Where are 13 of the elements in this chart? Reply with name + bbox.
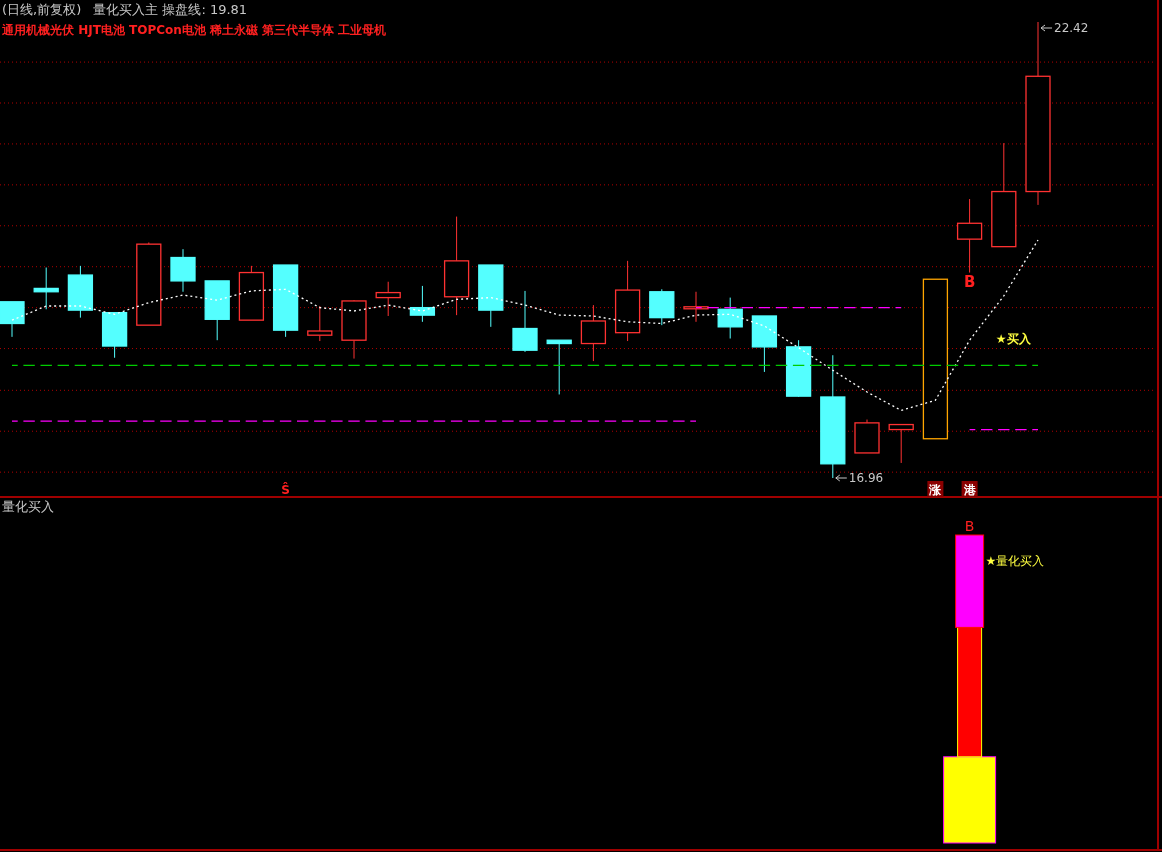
text: 港 bbox=[962, 483, 977, 497]
annotation: ★买入 bbox=[995, 332, 1032, 346]
annotation: 16.96 bbox=[848, 471, 884, 485]
text: 涨 bbox=[928, 483, 943, 497]
chart-title: (日线,前复权) bbox=[2, 2, 82, 17]
annotation: B bbox=[963, 273, 976, 291]
annotation: 22.42 bbox=[1054, 21, 1089, 35]
text: Ŝ bbox=[281, 482, 290, 497]
chart-subtitle: 量化买入主 操盘线: 19.81 bbox=[93, 2, 248, 17]
annotation: 通用机械光伏 HJT电池 TOPCon电池 稀土永磁 第三代半导体 工业母机 bbox=[1, 23, 387, 37]
annotation: ★量化买入 bbox=[985, 554, 1045, 568]
text: B bbox=[964, 518, 975, 534]
chart-title: 量化买入 bbox=[2, 499, 54, 514]
